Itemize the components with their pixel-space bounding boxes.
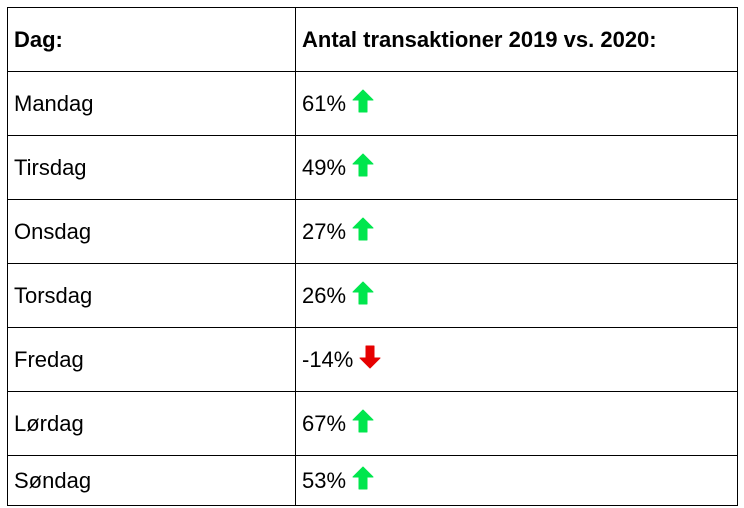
table-row: Torsdag 26% bbox=[7, 263, 738, 328]
arrow-up-icon bbox=[352, 281, 374, 305]
day-cell: Lørdag bbox=[7, 391, 296, 456]
change-cell: 67% bbox=[295, 391, 738, 456]
table-row: Onsdag 27% bbox=[7, 199, 738, 264]
change-cell: 26% bbox=[295, 263, 738, 328]
arrow-up-icon bbox=[352, 217, 374, 241]
table-row: Fredag -14% bbox=[7, 327, 738, 392]
transactions-table: Dag: Antal transaktioner 2019 vs. 2020: … bbox=[7, 7, 738, 506]
change-value: 49% bbox=[302, 155, 347, 181]
change-cell: 53% bbox=[295, 455, 738, 506]
change-value: 26% bbox=[302, 283, 347, 309]
day-cell: Tirsdag bbox=[7, 135, 296, 200]
arrow-down-icon bbox=[359, 345, 381, 369]
arrow-up-icon bbox=[352, 153, 374, 177]
table-header-row: Dag: Antal transaktioner 2019 vs. 2020: bbox=[7, 7, 738, 72]
day-cell: Søndag bbox=[7, 455, 296, 506]
change-cell: 27% bbox=[295, 199, 738, 264]
change-value: -14% bbox=[302, 347, 354, 373]
header-day: Dag: bbox=[7, 7, 296, 72]
day-cell: Fredag bbox=[7, 327, 296, 392]
header-change: Antal transaktioner 2019 vs. 2020: bbox=[295, 7, 738, 72]
change-cell: -14% bbox=[295, 327, 738, 392]
change-value: 67% bbox=[302, 411, 347, 437]
change-cell: 49% bbox=[295, 135, 738, 200]
change-value: 53% bbox=[302, 468, 347, 494]
change-cell: 61% bbox=[295, 71, 738, 136]
arrow-up-icon bbox=[352, 89, 374, 113]
day-cell: Torsdag bbox=[7, 263, 296, 328]
table-row: Søndag 53% bbox=[7, 455, 738, 506]
table-row: Lørdag 67% bbox=[7, 391, 738, 456]
day-cell: Mandag bbox=[7, 71, 296, 136]
day-cell: Onsdag bbox=[7, 199, 296, 264]
change-value: 61% bbox=[302, 91, 347, 117]
arrow-up-icon bbox=[352, 409, 374, 433]
table-row: Tirsdag 49% bbox=[7, 135, 738, 200]
arrow-up-icon bbox=[352, 466, 374, 490]
table-row: Mandag 61% bbox=[7, 71, 738, 136]
change-value: 27% bbox=[302, 219, 347, 245]
